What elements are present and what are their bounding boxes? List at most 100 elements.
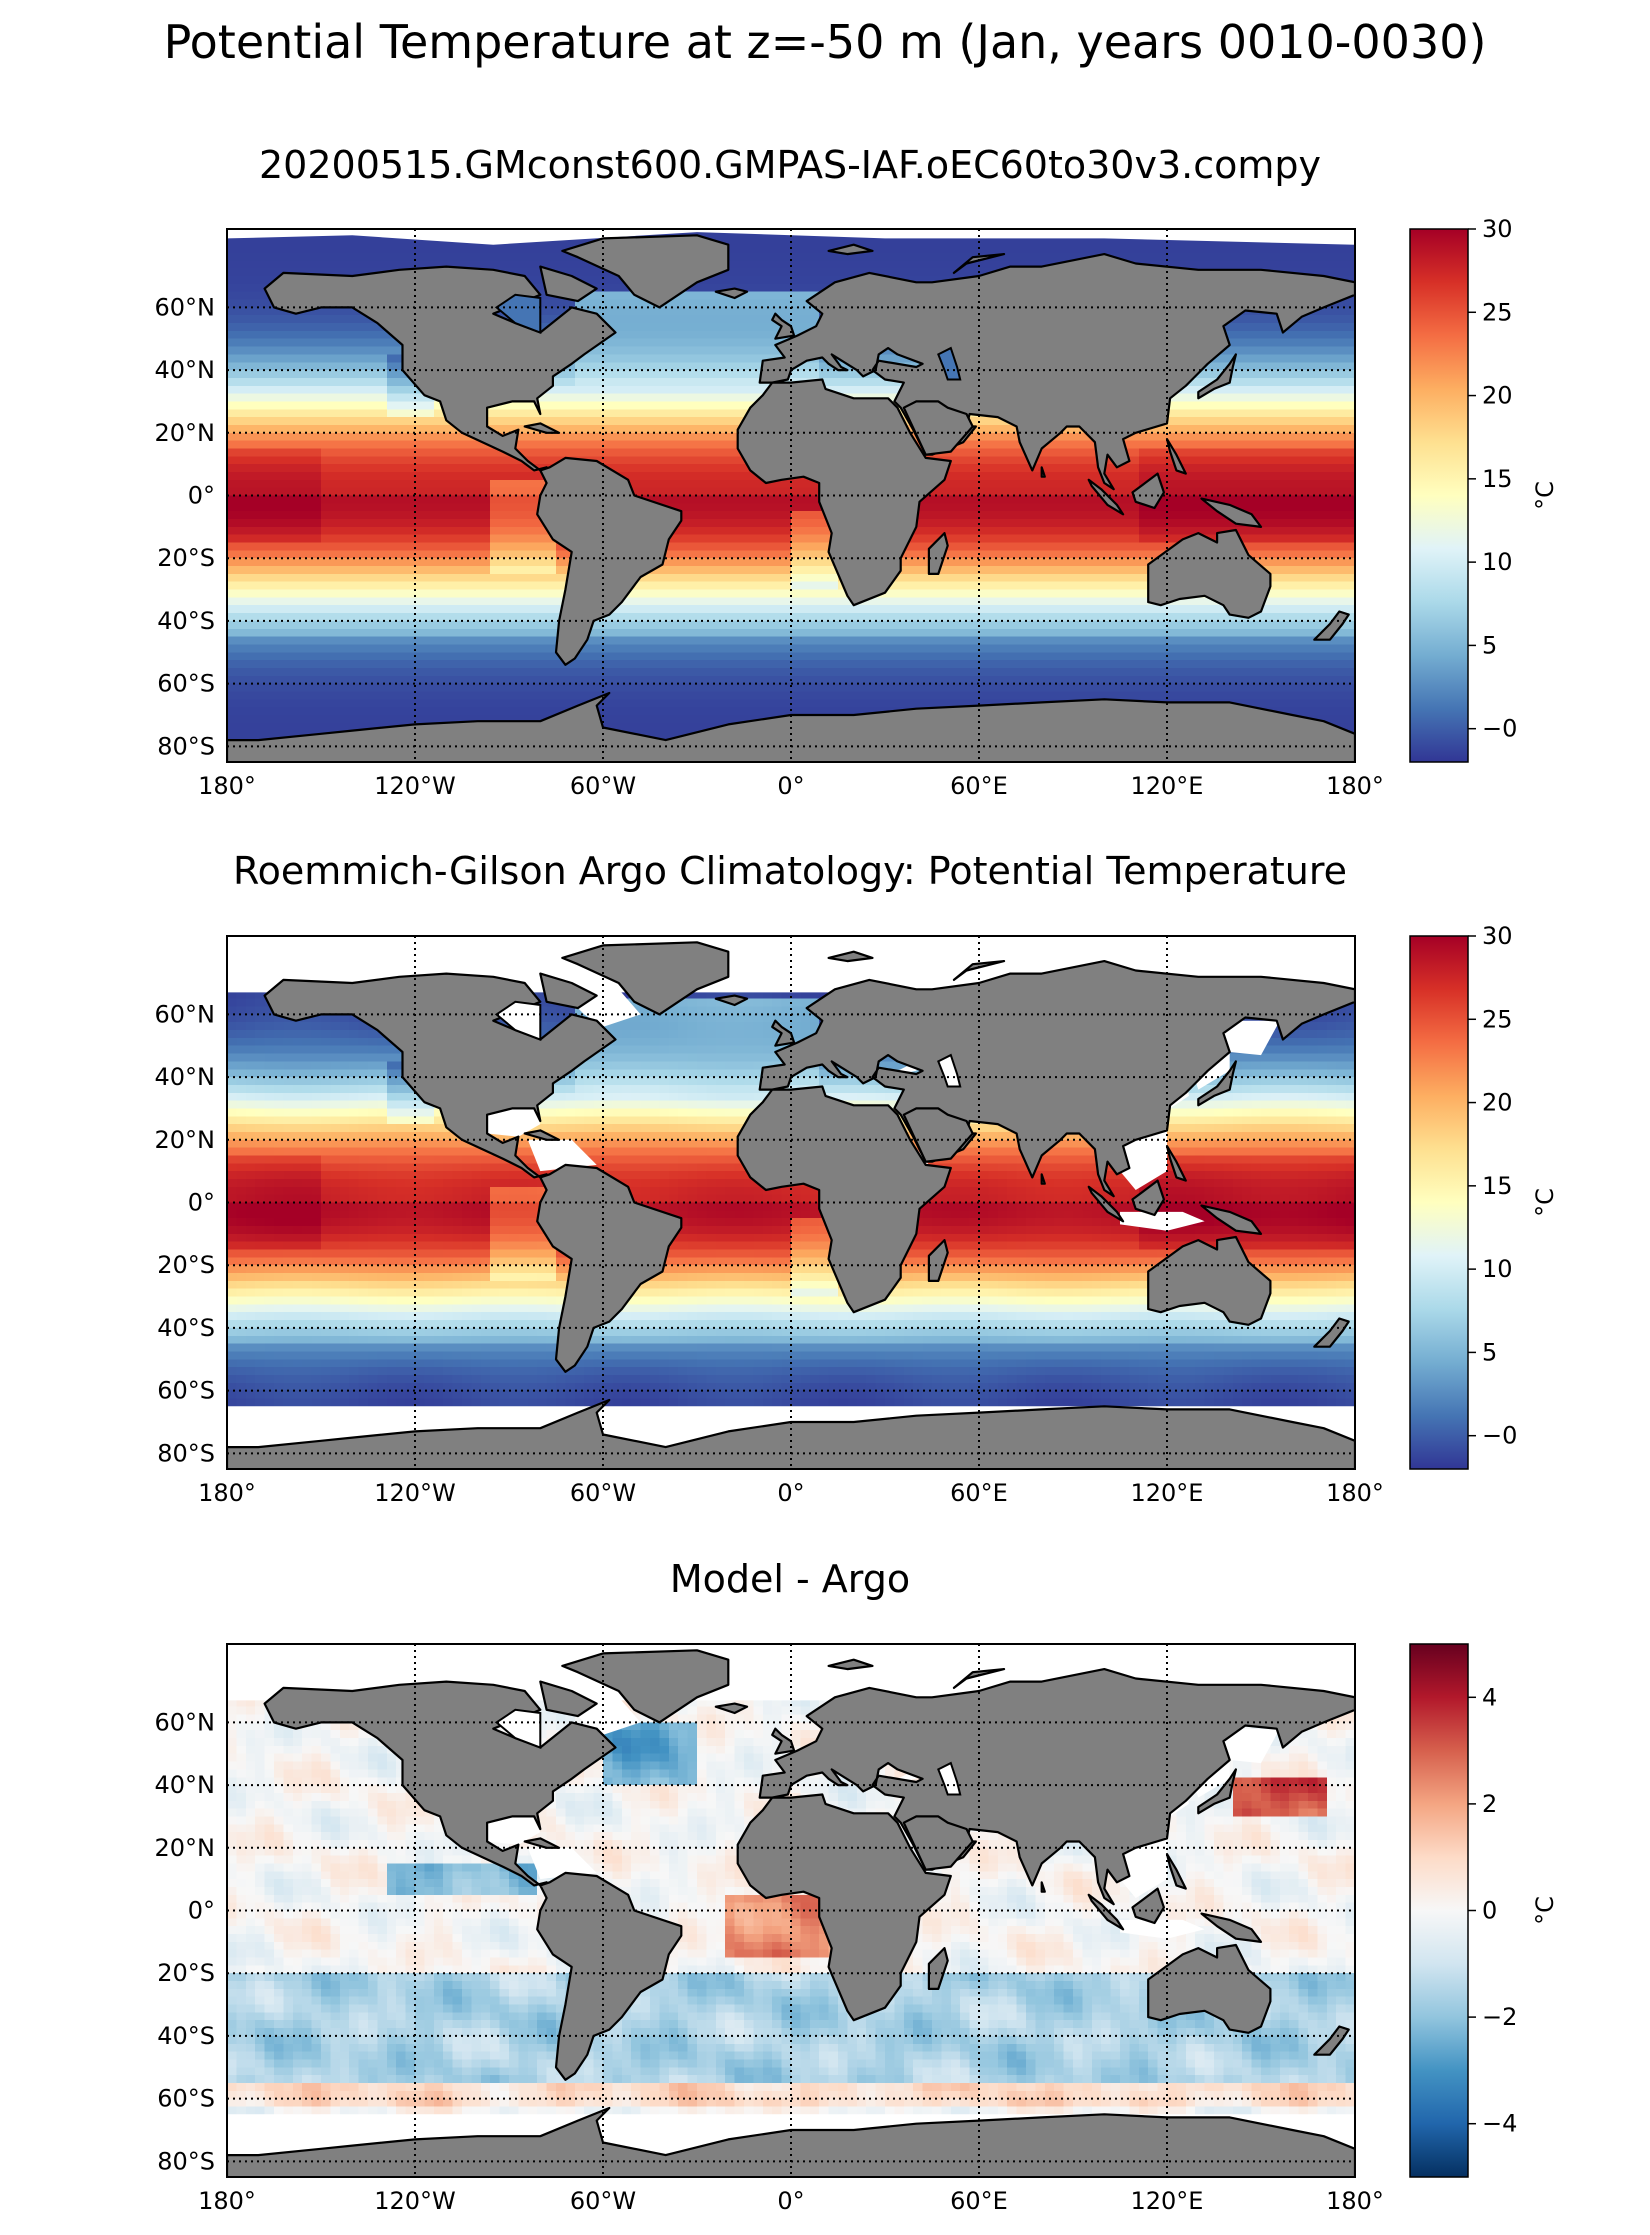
land-cuba: [523, 1129, 561, 1141]
colorbar: −4 −2 0 2 4 °C: [1409, 1643, 1559, 2178]
land-sumatra: [1087, 478, 1125, 516]
colorbar-gradient: [1409, 1643, 1469, 2178]
map-frame: [226, 228, 1356, 763]
colorbar-tick-label: 20: [1482, 382, 1513, 410]
lat-tick-label: 20°S: [157, 1251, 215, 1279]
lake-caspian: [937, 1761, 962, 1796]
colorbar-tick-label: 10: [1482, 548, 1513, 576]
lat-tick-label: 60°N: [155, 293, 216, 321]
land-arabia: [902, 400, 974, 456]
land-madagascar: [927, 1946, 949, 1991]
land-uk: [771, 1019, 796, 1047]
lat-tick-labels: 60°N 40°N 20°N 0° 20°S 40°S 60°S 80°S: [155, 293, 216, 760]
land-japan: [1197, 353, 1238, 400]
land-new-guinea: [1200, 1204, 1263, 1236]
lon-tick-label: 60°W: [570, 772, 636, 800]
lon-tick-label: 180°: [1326, 772, 1384, 800]
land-africa: [736, 1085, 952, 1314]
lon-tick-labels: 180° 120°W 60°W 0° 60°E 120°E 180°: [198, 1479, 1384, 1507]
colorbar-tick-label: −2: [1482, 2003, 1517, 2031]
land-south-america: [536, 1163, 683, 1373]
lat-tick-label: 60°S: [157, 1377, 215, 1405]
map-area: [227, 936, 1355, 1469]
land-svalbard: [827, 1658, 874, 1671]
map-frame: [226, 935, 1356, 1470]
lat-tick-label: 40°N: [155, 1063, 216, 1091]
land-borneo: [1131, 472, 1166, 510]
colorbar-tick-label: 0: [1482, 1897, 1497, 1925]
lat-tick-label: 0°: [188, 1897, 215, 1925]
lat-tick-label: 0°: [188, 1189, 215, 1217]
lat-tick-label: 60°S: [157, 2085, 215, 2113]
land-japan: [1197, 1768, 1238, 1815]
colorbar-tick-label: 25: [1482, 1005, 1513, 1033]
colorbar-tick-label: −0: [1482, 715, 1517, 743]
land-cuba: [523, 1837, 561, 1849]
land-eurasia: [758, 959, 1355, 1198]
land-new-guinea: [1200, 1912, 1263, 1944]
lat-tick-label: 40°S: [157, 2022, 215, 2050]
lat-tick-labels: 60°N 40°N 20°N 0° 20°S 40°S 60°S 80°S: [155, 1708, 216, 2175]
colorbar-tick-label: 30: [1482, 215, 1513, 243]
colorbar-tick-label: 20: [1482, 1089, 1513, 1117]
gridlines: [227, 936, 1355, 1469]
land-cuba: [523, 422, 561, 434]
colorbar-tick-label: 30: [1482, 922, 1513, 950]
land-sri-lanka: [1040, 1881, 1046, 1893]
lat-tick-label: 40°N: [155, 1771, 216, 1799]
lat-tick-label: 60°N: [155, 1708, 216, 1736]
map-panels: 20200515.GMconst600.GMPAS-IAF.oEC60to30v…: [155, 143, 1560, 2215]
figure-title: Potential Temperature at z=-50 m (Jan, y…: [164, 15, 1487, 69]
colorbar-gradient: [1409, 935, 1469, 1470]
land-new-zealand: [1313, 1317, 1350, 1348]
lon-tick-labels: 180° 120°W 60°W 0° 60°E 120°E 180°: [198, 772, 1384, 800]
lon-tick-label: 180°: [198, 1479, 256, 1507]
colorbar-unit: °C: [1531, 1896, 1559, 1925]
lat-tick-label: 40°N: [155, 356, 216, 384]
land-uk: [771, 312, 796, 340]
lon-tick-label: 60°W: [570, 2187, 636, 2215]
gridlines: [227, 229, 1355, 762]
lat-tick-label: 80°S: [157, 1439, 215, 1467]
land-uk: [771, 1727, 796, 1755]
land-novaya: [952, 1667, 1006, 1690]
land-iceland: [714, 994, 749, 1007]
land-japan: [1197, 1060, 1238, 1107]
lon-tick-label: 60°W: [570, 1479, 636, 1507]
land-borneo: [1131, 1887, 1166, 1925]
land-madagascar: [927, 1238, 949, 1283]
land-sri-lanka: [1040, 466, 1046, 478]
land-iceland: [714, 1702, 749, 1715]
lat-tick-label: 40°S: [157, 607, 215, 635]
lat-tick-label: 60°S: [157, 670, 215, 698]
lat-tick-label: 40°S: [157, 1314, 215, 1342]
panel-title: 20200515.GMconst600.GMPAS-IAF.oEC60to30v…: [259, 143, 1321, 187]
colorbar-tick-label: −4: [1482, 2110, 1517, 2138]
colorbar: −0 5 10 15 20 25 30 °C: [1409, 922, 1559, 1470]
land-philippines: [1165, 438, 1187, 475]
lon-tick-label: 0°: [777, 2187, 804, 2215]
lon-tick-label: 0°: [777, 772, 804, 800]
land-borneo: [1131, 1179, 1166, 1217]
lake-caspian: [937, 1053, 962, 1088]
land-australia: [1147, 1235, 1272, 1326]
lon-tick-label: 60°E: [950, 772, 1008, 800]
map-area: [227, 1644, 1355, 2177]
map-area: [227, 229, 1355, 762]
lat-tick-label: 20°S: [157, 1959, 215, 1987]
gridlines: [227, 1644, 1355, 2177]
colorbar-tick-label: 5: [1482, 631, 1497, 659]
colorbar-tick-label: 15: [1482, 465, 1513, 493]
lat-tick-label: 80°S: [157, 732, 215, 760]
lon-tick-label: 120°W: [374, 2187, 456, 2215]
lake-hudson-bay: [494, 1708, 542, 1749]
land-sri-lanka: [1040, 1173, 1046, 1185]
land: [227, 941, 1355, 1469]
map-frame: [226, 1643, 1356, 2178]
lon-tick-label: 180°: [198, 772, 256, 800]
colorbar-unit: °C: [1531, 481, 1559, 510]
lat-tick-label: 20°N: [155, 419, 216, 447]
land-eurasia: [758, 253, 1355, 491]
